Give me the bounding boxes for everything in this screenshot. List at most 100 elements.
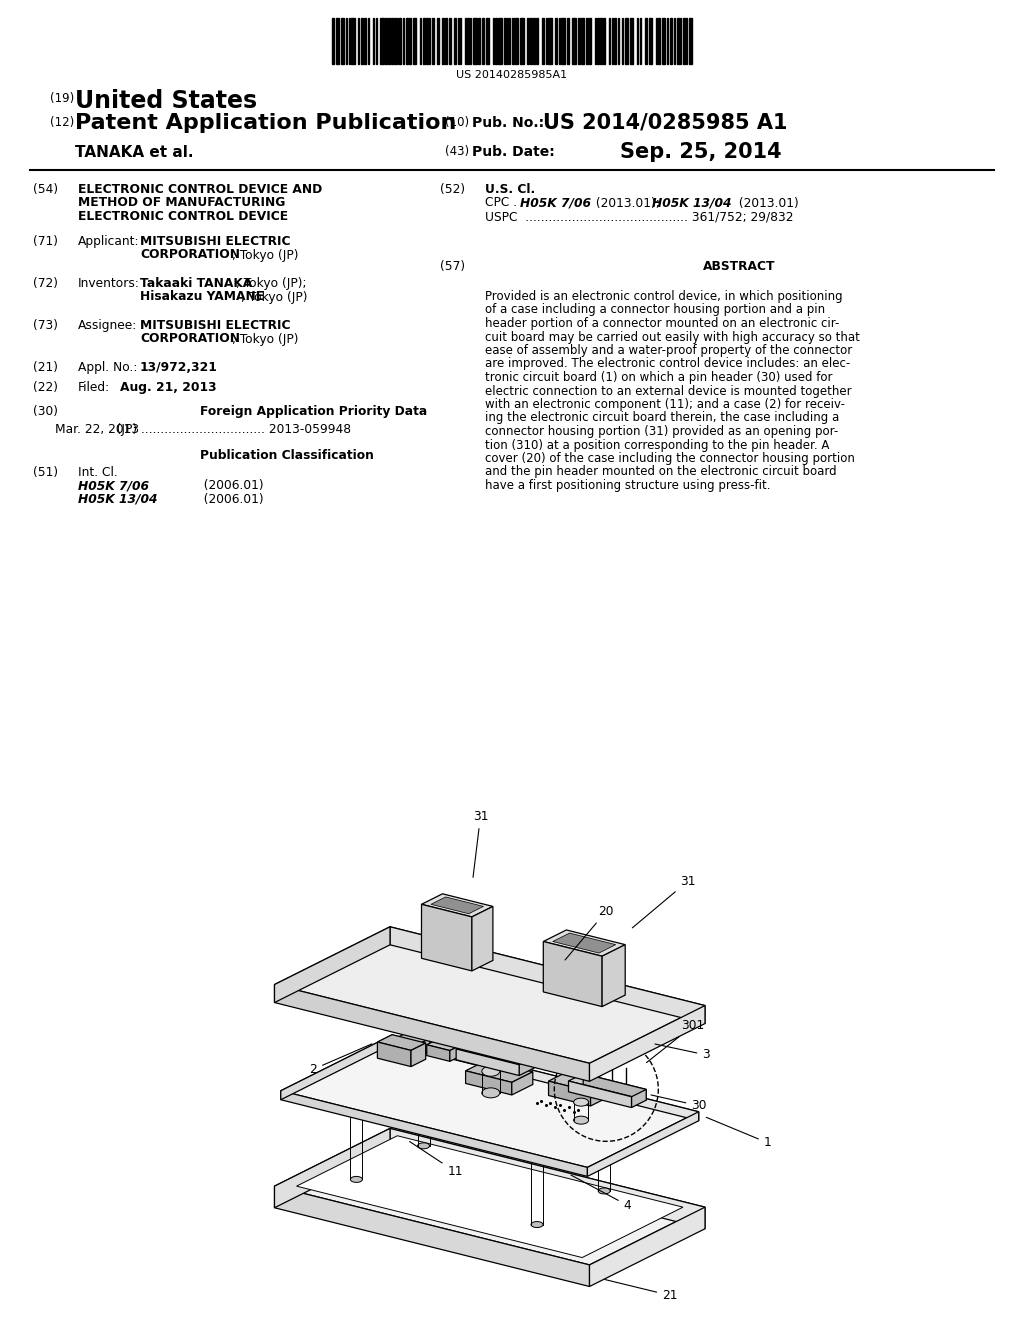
Polygon shape [568,1073,646,1097]
Bar [437,18,439,63]
Bar [432,18,433,63]
Bar [686,18,687,63]
Text: (51): (51) [33,466,58,479]
Text: 21: 21 [605,1279,678,1302]
Bar [498,18,502,63]
Text: Pub. No.:: Pub. No.: [472,116,544,129]
Bar [406,18,408,63]
Text: (2006.01): (2006.01) [165,492,263,506]
Polygon shape [602,945,626,1007]
Polygon shape [274,1129,705,1265]
Polygon shape [519,1057,534,1076]
Text: cover (20) of the case including the connector housing portion: cover (20) of the case including the con… [485,451,855,465]
Polygon shape [392,1035,698,1121]
Text: Filed:: Filed: [78,381,111,393]
Text: ELECTRONIC CONTROL DEVICE: ELECTRONIC CONTROL DEVICE [78,210,288,223]
Bar [495,18,497,63]
Text: 11: 11 [410,1142,463,1177]
Text: with an electronic component (11); and a case (2) for receiv-: with an electronic component (11); and a… [485,399,845,411]
Text: , Tokyo (JP): , Tokyo (JP) [232,333,299,346]
Bar [380,18,384,63]
Text: MITSUBISHI ELECTRIC: MITSUBISHI ELECTRIC [140,235,291,248]
Polygon shape [584,1073,646,1100]
Polygon shape [471,1041,534,1068]
Text: , Tokyo (JP): , Tokyo (JP) [232,248,299,261]
Bar [534,18,536,63]
Ellipse shape [418,1064,430,1069]
Bar [595,18,596,63]
Text: (2013.01);: (2013.01); [592,197,664,210]
Text: TANAKA et al.: TANAKA et al. [75,145,194,160]
Text: 3: 3 [655,1044,710,1061]
Text: Applicant:: Applicant: [78,235,139,248]
Bar [507,18,508,63]
Text: US 2014/0285985 A1: US 2014/0285985 A1 [543,114,787,133]
Polygon shape [466,1060,532,1082]
Text: have a first positioning structure using press-fit.: have a first positioning structure using… [485,479,770,492]
Bar [667,18,668,63]
Text: METHOD OF MANUFACTURING: METHOD OF MANUFACTURING [78,197,286,210]
Bar [527,18,529,63]
Text: (10): (10) [445,116,469,129]
Bar [368,18,369,63]
Polygon shape [632,1089,646,1107]
Text: H05K 7/06: H05K 7/06 [520,197,591,210]
Text: electric connection to an external device is mounted together: electric connection to an external devic… [485,384,852,397]
Bar [656,18,657,63]
Text: ease of assembly and a water-proof property of the connector: ease of assembly and a water-proof prope… [485,345,852,356]
Bar [561,18,564,63]
Bar [365,18,366,63]
Polygon shape [390,927,705,1023]
Text: Takaaki TANAKA: Takaaki TANAKA [140,277,252,290]
Bar [376,18,377,63]
Text: tion (310) at a position corresponding to the pin header. A: tion (310) at a position corresponding t… [485,438,829,451]
Bar [391,18,392,63]
Bar [586,18,588,63]
Text: USPC  .......................................... 361/752; 29/832: USPC ...................................… [485,210,794,223]
Text: (21): (21) [33,360,58,374]
Text: Aug. 21, 2013: Aug. 21, 2013 [120,381,217,393]
Polygon shape [397,1032,430,1043]
Bar [645,18,647,63]
Ellipse shape [482,1067,500,1076]
Polygon shape [378,1041,411,1067]
Bar [470,18,471,63]
Bar [399,18,401,63]
Text: (72): (72) [33,277,58,290]
Bar [630,18,633,63]
Bar [548,18,552,63]
Text: Appl. No.:: Appl. No.: [78,360,137,374]
Polygon shape [390,1129,705,1229]
Bar [542,18,544,63]
Text: H05K 13/04: H05K 13/04 [652,197,731,210]
Text: (54): (54) [33,183,58,195]
Bar [442,18,444,63]
Text: (71): (71) [33,235,58,248]
Bar [509,18,510,63]
Bar [649,18,652,63]
Ellipse shape [531,1221,543,1228]
Polygon shape [397,1038,421,1053]
Bar [578,18,580,63]
Text: 31: 31 [633,875,695,928]
Bar [609,18,610,63]
Text: 20: 20 [565,906,613,960]
Bar [581,18,585,63]
Text: ing the electronic circuit board therein, the case including a: ing the electronic circuit board therein… [485,412,840,425]
Bar [662,18,666,63]
Text: Foreign Application Priority Data: Foreign Application Priority Data [200,405,427,418]
Polygon shape [588,1111,698,1176]
Polygon shape [281,1090,588,1176]
Text: United States: United States [75,88,257,114]
Text: Mar. 22, 2013: Mar. 22, 2013 [55,422,139,436]
Bar [640,18,641,63]
Polygon shape [590,1006,705,1081]
Text: Patent Application Publication: Patent Application Publication [75,114,457,133]
Text: CORPORATION: CORPORATION [140,248,240,261]
Bar [617,18,618,63]
Bar [674,18,675,63]
Bar [426,18,428,63]
Polygon shape [431,898,483,913]
Polygon shape [544,931,626,956]
Bar [658,18,660,63]
